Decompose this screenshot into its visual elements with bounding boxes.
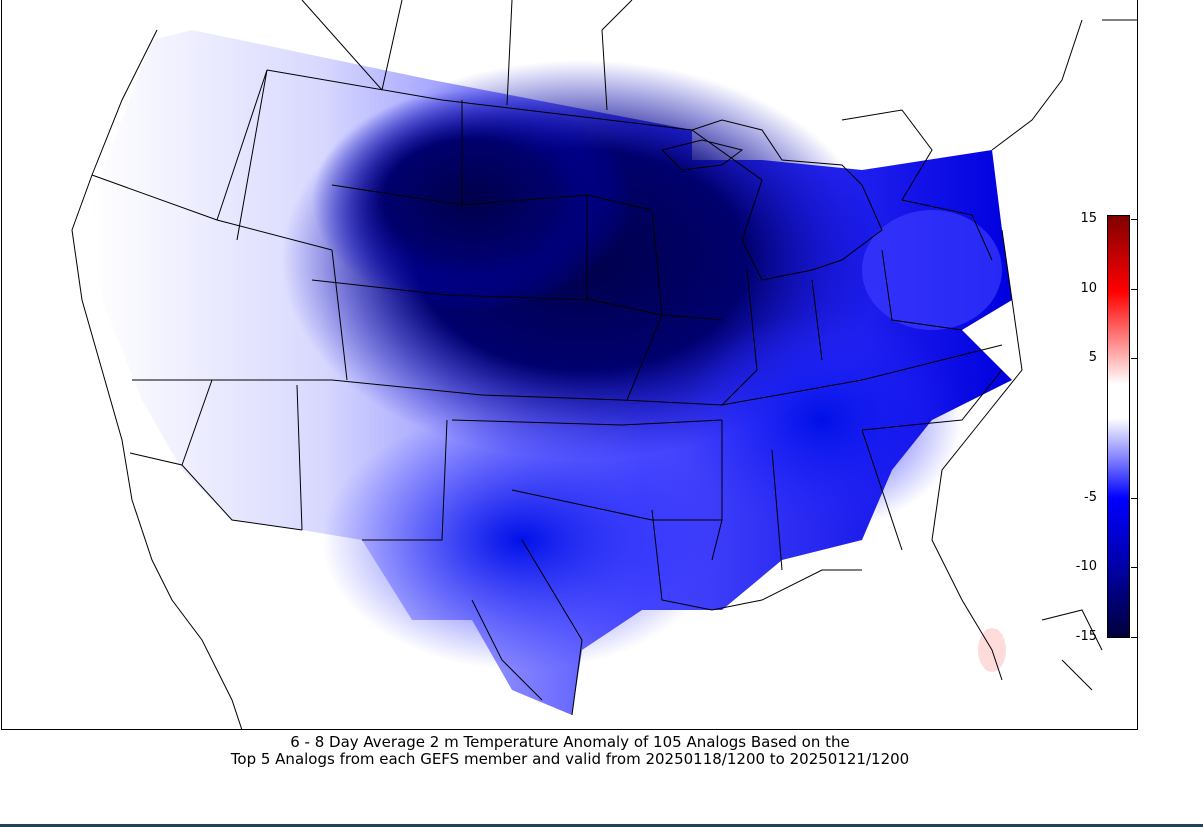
colorbar-tick [1131,358,1137,359]
colorbar-label: 10 [1080,281,1097,296]
colorbar-label: 15 [1080,211,1097,226]
caption-line-2: Top 5 Analogs from each GEFS member and … [230,750,910,768]
state-boundaries [71,0,1137,729]
colorbar-label: -10 [1075,559,1097,574]
anomaly-field [92,30,1012,715]
colorbar-label: 5 [1088,350,1097,365]
anomaly-map [1,0,1138,730]
map-caption: 6 - 8 Day Average 2 m Temperature Anomal… [0,734,1140,768]
colorbar-tick [1131,219,1137,220]
caption-line-1: 6 - 8 Day Average 2 m Temperature Anomal… [290,733,850,751]
colorbar-tick [1131,498,1137,499]
colorbar-label: -15 [1075,629,1097,644]
colorbar-tick [1131,289,1137,290]
bottom-bar [0,824,1203,827]
colorbar [1107,215,1130,638]
colorbar-tick [1131,637,1137,638]
colorbar-tick [1131,567,1137,568]
colorbar-label: -5 [1084,490,1097,505]
